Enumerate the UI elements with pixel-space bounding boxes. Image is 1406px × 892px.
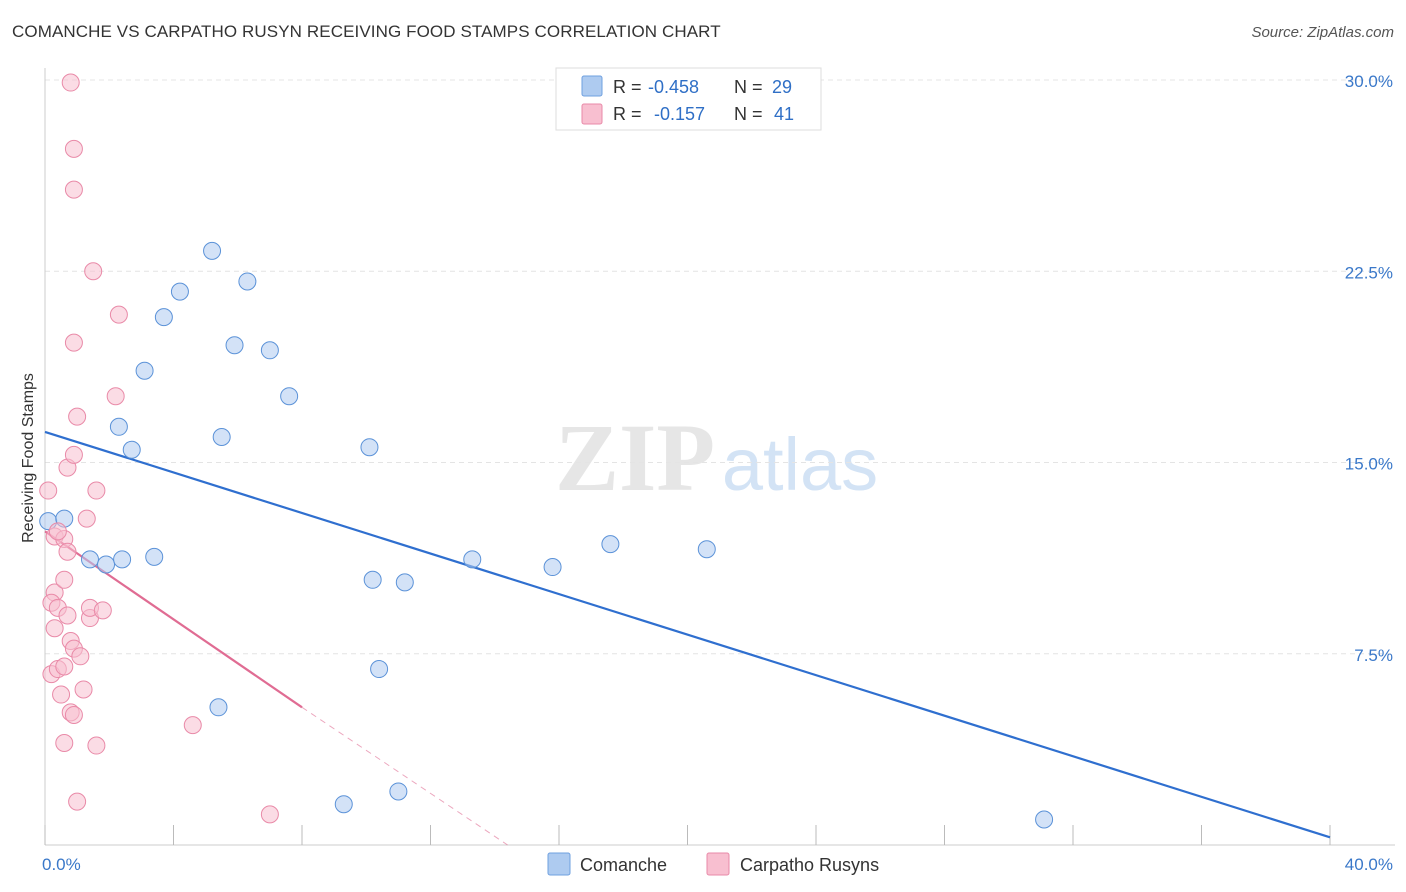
data-point-comanche — [334, 795, 353, 814]
data-point-comanche — [122, 440, 141, 459]
data-point-carpatho — [64, 333, 83, 352]
watermark-zip: ZIP — [555, 404, 715, 511]
watermark-atlas: atlas — [722, 423, 878, 506]
series-legend: Comanche Carpatho Rusyns — [547, 852, 879, 876]
data-point-carpatho — [74, 680, 93, 699]
data-point-carpatho — [64, 445, 83, 464]
axes — [44, 68, 1395, 846]
legend-r-value-carpatho: -0.157 — [654, 104, 705, 124]
data-point-carpatho — [55, 657, 74, 676]
data-point-carpatho — [64, 705, 83, 724]
data-point-carpatho — [58, 606, 77, 625]
data-point-comanche — [601, 535, 620, 554]
data-point-comanche — [238, 272, 257, 291]
data-point-comanche — [145, 547, 164, 566]
trend-line-extension-carpatho — [301, 706, 508, 846]
series-legend-label-comanche: Comanche — [580, 855, 667, 875]
data-point-carpatho — [87, 481, 106, 500]
data-point-carpatho — [183, 716, 202, 735]
data-point-comanche — [209, 698, 228, 717]
series-legend-label-carpatho: Carpatho Rusyns — [740, 855, 879, 875]
data-point-comanche — [80, 550, 99, 569]
data-point-carpatho — [93, 601, 112, 620]
series-legend-swatch-comanche — [547, 852, 571, 876]
y-tick-label: 15.0% — [1345, 455, 1393, 474]
data-points — [39, 73, 1054, 829]
data-point-carpatho — [55, 734, 74, 752]
data-point-comanche — [154, 308, 173, 327]
data-point-comanche — [360, 438, 379, 457]
legend-r-value-comanche: -0.458 — [648, 77, 699, 97]
chart-source: Source: ZipAtlas.com — [1251, 24, 1394, 41]
data-point-carpatho — [109, 305, 128, 324]
y-tick-label: 22.5% — [1345, 263, 1393, 282]
data-point-carpatho — [68, 407, 87, 426]
data-point-carpatho — [52, 685, 71, 704]
data-point-comanche — [1035, 810, 1054, 829]
data-point-carpatho — [39, 481, 58, 500]
chart-title: COMANCHE VS CARPATHO RUSYN RECEIVING FOO… — [12, 22, 721, 41]
legend-n-label-comanche: N = — [734, 77, 763, 97]
data-point-carpatho — [45, 619, 64, 638]
data-point-comanche — [97, 555, 116, 574]
data-point-comanche — [370, 660, 389, 679]
data-point-comanche — [543, 558, 562, 577]
data-point-carpatho — [48, 522, 67, 541]
data-point-carpatho — [64, 180, 83, 199]
data-point-comanche — [109, 417, 128, 436]
legend-r-label-carpatho: R = — [613, 104, 642, 124]
data-point-carpatho — [71, 647, 90, 666]
data-point-carpatho — [61, 73, 80, 92]
data-point-comanche — [260, 341, 279, 360]
data-point-carpatho — [84, 262, 103, 281]
data-point-comanche — [697, 540, 716, 559]
data-point-comanche — [395, 573, 414, 592]
data-point-carpatho — [77, 509, 96, 528]
data-point-carpatho — [260, 805, 279, 824]
data-point-carpatho — [87, 736, 106, 755]
trend-line-comanche — [44, 430, 1331, 839]
legend-r-label-comanche: R = — [613, 77, 642, 97]
data-point-carpatho — [64, 139, 83, 158]
correlation-legend: R = -0.458 N = 29 R = -0.157 N = 41 — [555, 67, 822, 131]
legend-swatch-comanche — [581, 75, 603, 97]
data-point-carpatho — [106, 387, 125, 406]
data-point-comanche — [225, 336, 244, 355]
data-point-carpatho — [55, 570, 74, 589]
grid-lines — [45, 79, 1395, 655]
data-point-comanche — [463, 550, 482, 569]
legend-swatch-carpatho — [581, 103, 603, 125]
data-point-carpatho — [68, 792, 87, 811]
x-tick-label-max: 40.0% — [1345, 855, 1393, 874]
legend-n-value-comanche: 29 — [772, 77, 792, 97]
data-point-comanche — [280, 387, 299, 406]
data-point-comanche — [170, 282, 189, 301]
y-axis-label: Receiving Food Stamps — [20, 373, 37, 543]
data-point-comanche — [135, 361, 154, 380]
data-point-comanche — [203, 241, 222, 260]
legend-n-value-carpatho: 41 — [774, 104, 794, 124]
x-tick-label-min: 0.0% — [42, 855, 81, 874]
legend-n-label-carpatho: N = — [734, 104, 763, 124]
data-point-comanche — [113, 550, 132, 569]
y-tick-label: 30.0% — [1345, 72, 1393, 91]
y-tick-label: 7.5% — [1354, 646, 1393, 665]
data-point-comanche — [389, 782, 408, 801]
data-point-comanche — [363, 570, 382, 589]
data-point-carpatho — [58, 542, 77, 561]
data-point-comanche — [212, 428, 231, 446]
tick-labels: 7.5% 15.0% 22.5% 30.0% 0.0% 40.0% — [42, 72, 1393, 874]
series-legend-swatch-carpatho — [706, 852, 730, 876]
